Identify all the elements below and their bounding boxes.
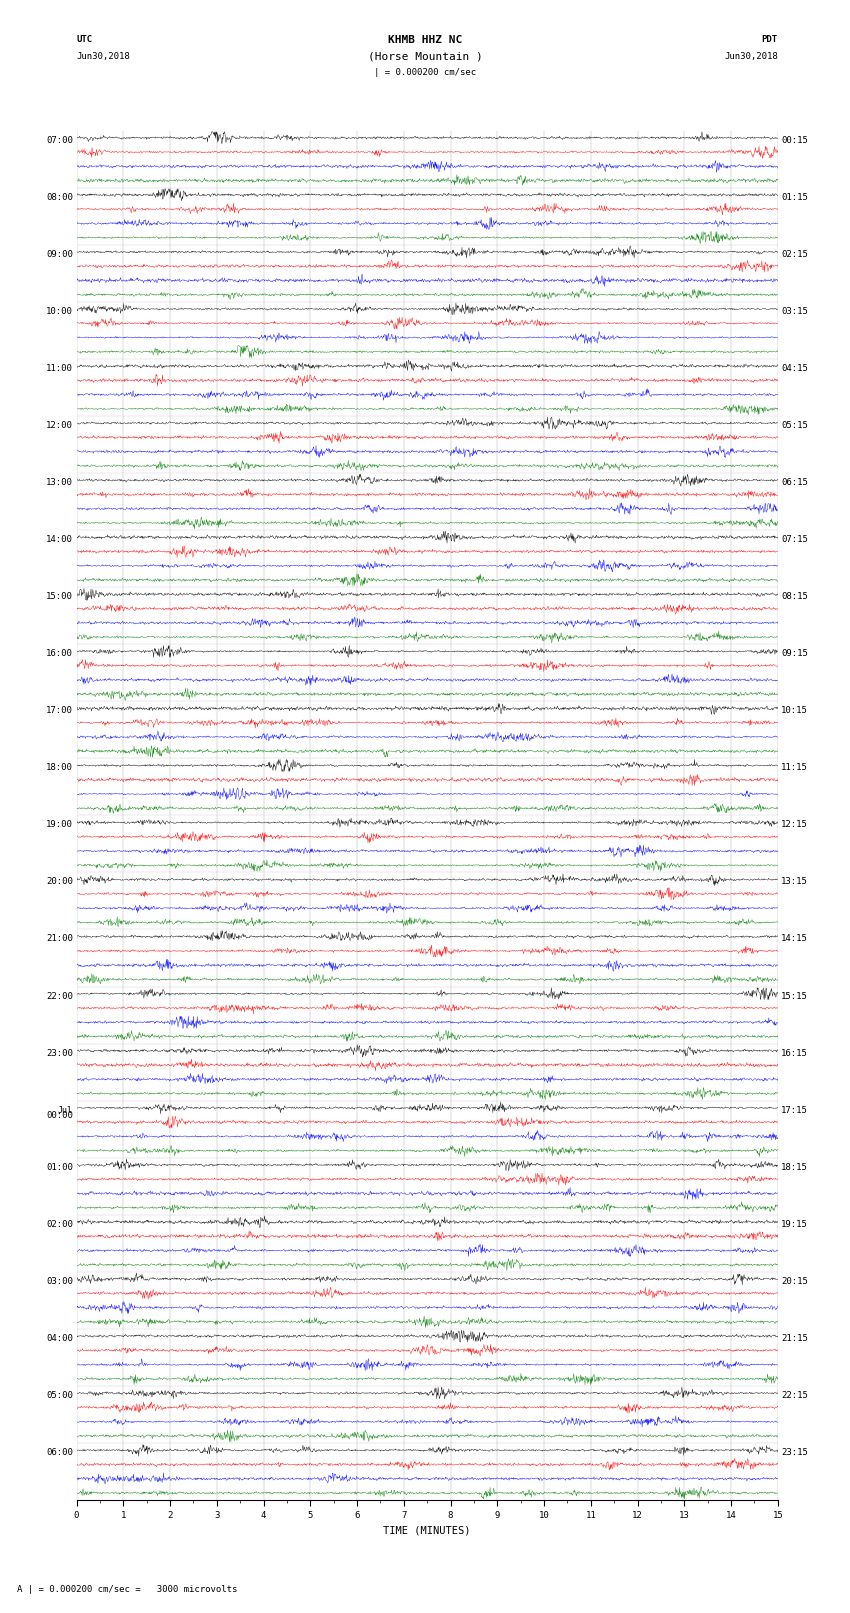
Text: 20:15: 20:15 bbox=[781, 1277, 808, 1286]
Text: 05:00: 05:00 bbox=[46, 1390, 73, 1400]
Text: 23:00: 23:00 bbox=[46, 1048, 73, 1058]
Text: 20:00: 20:00 bbox=[46, 877, 73, 887]
Text: 22:15: 22:15 bbox=[781, 1390, 808, 1400]
Text: 08:00: 08:00 bbox=[46, 192, 73, 202]
Text: 11:00: 11:00 bbox=[46, 365, 73, 373]
Text: 09:15: 09:15 bbox=[781, 648, 808, 658]
Text: KHMB HHZ NC: KHMB HHZ NC bbox=[388, 35, 462, 45]
Text: 11:15: 11:15 bbox=[781, 763, 808, 773]
Text: 04:00: 04:00 bbox=[46, 1334, 73, 1344]
Text: 19:00: 19:00 bbox=[46, 821, 73, 829]
Text: A | = 0.000200 cm/sec =   3000 microvolts: A | = 0.000200 cm/sec = 3000 microvolts bbox=[17, 1584, 237, 1594]
Text: 21:00: 21:00 bbox=[46, 934, 73, 944]
Text: 03:00: 03:00 bbox=[46, 1277, 73, 1286]
Text: 13:00: 13:00 bbox=[46, 477, 73, 487]
Text: 16:15: 16:15 bbox=[781, 1048, 808, 1058]
Text: 09:00: 09:00 bbox=[46, 250, 73, 258]
Text: 02:15: 02:15 bbox=[781, 250, 808, 258]
Text: 15:15: 15:15 bbox=[781, 992, 808, 1000]
Text: 21:15: 21:15 bbox=[781, 1334, 808, 1344]
Text: 12:15: 12:15 bbox=[781, 821, 808, 829]
Text: Jun30,2018: Jun30,2018 bbox=[76, 52, 130, 61]
Text: 01:00: 01:00 bbox=[46, 1163, 73, 1171]
Text: 04:15: 04:15 bbox=[781, 365, 808, 373]
Text: 23:15: 23:15 bbox=[781, 1448, 808, 1457]
Text: 15:00: 15:00 bbox=[46, 592, 73, 602]
Text: 07:00: 07:00 bbox=[46, 135, 73, 145]
Text: UTC: UTC bbox=[76, 35, 93, 45]
Text: 16:00: 16:00 bbox=[46, 648, 73, 658]
Text: 07:15: 07:15 bbox=[781, 536, 808, 544]
Text: 19:15: 19:15 bbox=[781, 1219, 808, 1229]
Text: 02:00: 02:00 bbox=[46, 1219, 73, 1229]
Text: 13:15: 13:15 bbox=[781, 877, 808, 887]
Text: 14:00: 14:00 bbox=[46, 536, 73, 544]
Text: 05:15: 05:15 bbox=[781, 421, 808, 431]
Text: 00:00: 00:00 bbox=[46, 1111, 73, 1119]
Text: 01:15: 01:15 bbox=[781, 192, 808, 202]
Text: 14:15: 14:15 bbox=[781, 934, 808, 944]
Text: Jul: Jul bbox=[58, 1105, 73, 1115]
Text: 00:15: 00:15 bbox=[781, 135, 808, 145]
Text: 18:00: 18:00 bbox=[46, 763, 73, 773]
Text: 06:00: 06:00 bbox=[46, 1448, 73, 1457]
Text: 12:00: 12:00 bbox=[46, 421, 73, 431]
Text: 10:15: 10:15 bbox=[781, 706, 808, 715]
Text: 18:15: 18:15 bbox=[781, 1163, 808, 1171]
X-axis label: TIME (MINUTES): TIME (MINUTES) bbox=[383, 1524, 471, 1536]
Text: PDT: PDT bbox=[762, 35, 778, 45]
Text: 17:15: 17:15 bbox=[781, 1105, 808, 1115]
Text: (Horse Mountain ): (Horse Mountain ) bbox=[367, 52, 483, 61]
Text: 10:00: 10:00 bbox=[46, 306, 73, 316]
Text: 22:00: 22:00 bbox=[46, 992, 73, 1000]
Text: 03:15: 03:15 bbox=[781, 306, 808, 316]
Text: 08:15: 08:15 bbox=[781, 592, 808, 602]
Text: Jun30,2018: Jun30,2018 bbox=[724, 52, 778, 61]
Text: | = 0.000200 cm/sec: | = 0.000200 cm/sec bbox=[374, 68, 476, 77]
Text: 06:15: 06:15 bbox=[781, 477, 808, 487]
Text: 17:00: 17:00 bbox=[46, 706, 73, 715]
